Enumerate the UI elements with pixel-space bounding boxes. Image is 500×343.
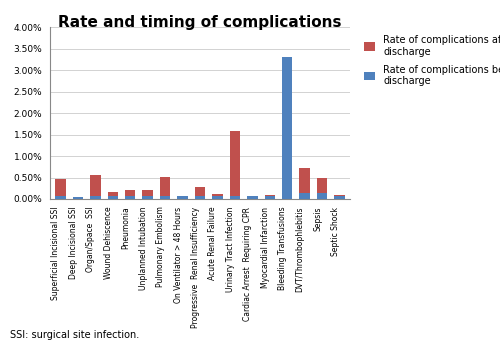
Bar [212, 194, 222, 199]
Text: SSI: surgical site infection.: SSI: surgical site infection. [10, 330, 139, 340]
Bar [195, 196, 205, 199]
Bar [300, 193, 310, 199]
Bar [282, 57, 292, 199]
Bar [230, 131, 240, 199]
Bar [178, 196, 188, 199]
Bar [212, 196, 222, 199]
Bar [142, 196, 153, 199]
Bar [247, 197, 258, 199]
Bar [125, 196, 136, 199]
Bar [195, 187, 205, 199]
Bar [334, 195, 345, 199]
Bar [142, 190, 153, 199]
Bar [282, 194, 292, 199]
Bar [108, 196, 118, 199]
Title: Rate and timing of complications: Rate and timing of complications [58, 15, 342, 31]
Bar [264, 195, 275, 199]
Bar [247, 196, 258, 199]
Bar [90, 175, 101, 199]
Legend: Rate of complications after
discharge, Rate of complications before
discharge: Rate of complications after discharge, R… [361, 32, 500, 89]
Bar [264, 196, 275, 199]
Bar [334, 196, 345, 199]
Bar [90, 196, 101, 199]
Bar [317, 178, 328, 199]
Bar [108, 192, 118, 199]
Bar [230, 196, 240, 199]
Bar [178, 196, 188, 199]
Bar [300, 168, 310, 199]
Bar [125, 190, 136, 199]
Bar [72, 197, 83, 199]
Bar [55, 179, 66, 199]
Bar [55, 196, 66, 199]
Bar [160, 177, 170, 199]
Bar [317, 193, 328, 199]
Bar [160, 196, 170, 199]
Bar [72, 197, 83, 199]
